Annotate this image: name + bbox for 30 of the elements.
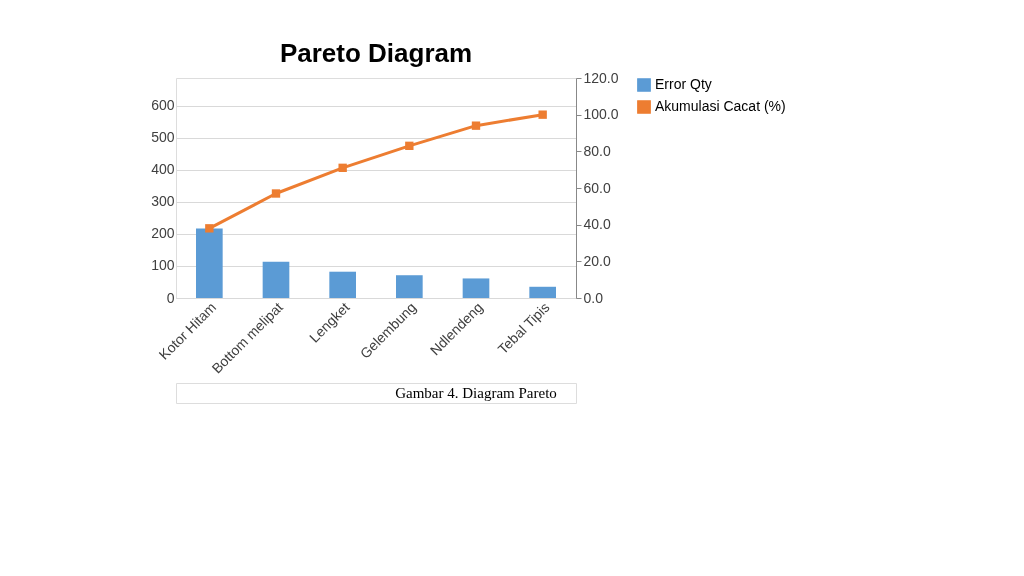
y2-tick-label: 0.0 — [583, 289, 604, 306]
y2-tick-label: 40.0 — [583, 216, 611, 233]
y-tick-label: 400 — [151, 161, 175, 178]
point — [271, 189, 281, 198]
bar — [462, 278, 490, 298]
bar — [529, 286, 556, 298]
bar — [396, 275, 423, 298]
y-tick-label: 500 — [151, 129, 175, 146]
y-tick-label: 200 — [151, 225, 175, 242]
legend-label: Akumulasi Cacat (%) — [655, 98, 786, 114]
y2-tick-label: 120.0 — [583, 69, 619, 86]
legend-label: Error Qty — [655, 76, 712, 92]
y2-tick-label: 60.0 — [583, 179, 611, 196]
bar — [262, 261, 290, 298]
point — [338, 163, 347, 173]
point — [205, 224, 214, 233]
y-tick-label: 100 — [151, 257, 175, 274]
bar — [329, 271, 356, 298]
point — [405, 141, 414, 151]
y2-tick-label: 100.0 — [583, 106, 619, 123]
y2-tick-label: 80.0 — [583, 142, 611, 159]
point — [538, 110, 547, 119]
y-tick-label: 300 — [151, 193, 175, 210]
y-tick-label: 0 — [166, 289, 175, 306]
text: Gambar 4. Diagram Pareto — [395, 385, 557, 401]
y-tick-label: 600 — [151, 97, 175, 114]
bar — [196, 228, 223, 298]
y2-tick-label: 20.0 — [583, 252, 611, 269]
point — [471, 121, 481, 130]
chart-title: Pareto Diagram — [279, 38, 473, 68]
